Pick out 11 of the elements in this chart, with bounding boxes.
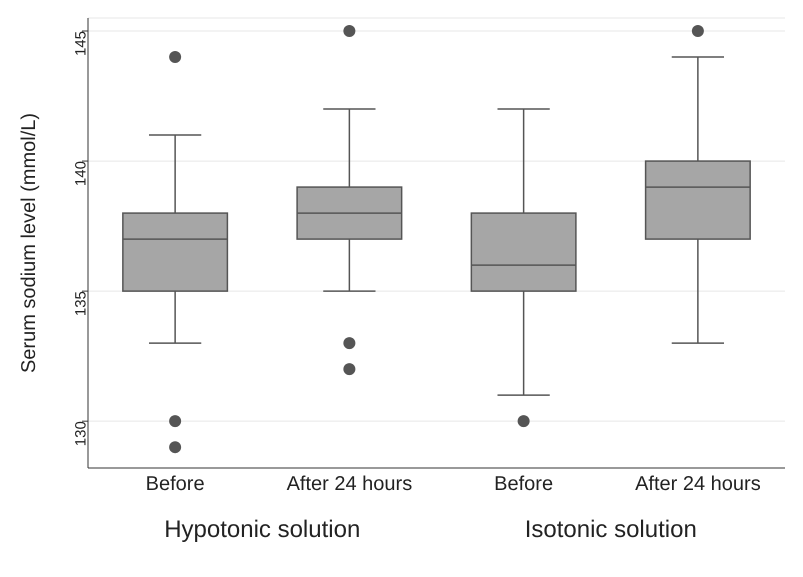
- y-tick-label: 130: [72, 421, 90, 446]
- text: Hypotonic solution: [163, 516, 362, 544]
- y-tick-label: 145: [72, 31, 90, 56]
- y-tick-label: 135: [72, 291, 90, 316]
- x-tick-label: After 24 hours: [635, 473, 761, 496]
- x-tick-label: Before: [146, 473, 205, 496]
- y-axis-title: Serum sodium level (mmol/L): [18, 112, 40, 374]
- y-tick-label: 140: [72, 161, 90, 186]
- x-tick-label: Before: [494, 473, 554, 496]
- x-tick-label: After 24 hours: [286, 473, 412, 496]
- text: Isotonic solution: [524, 516, 698, 544]
